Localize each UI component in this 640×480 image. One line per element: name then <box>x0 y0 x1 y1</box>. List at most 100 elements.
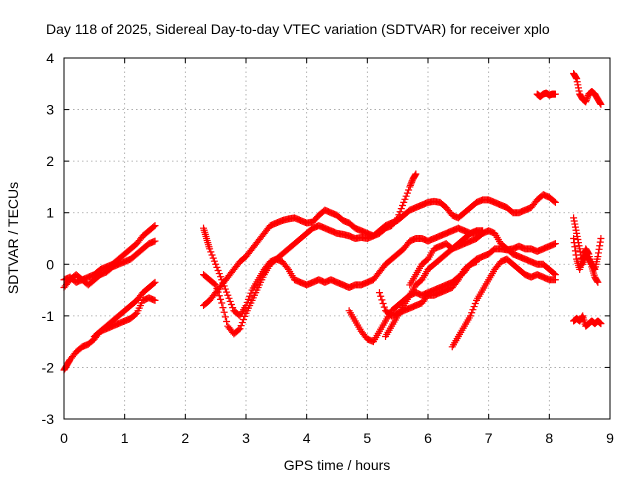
data-point <box>583 95 591 103</box>
data-point <box>403 189 411 197</box>
y-tick-label: -1 <box>42 308 55 324</box>
data-point <box>208 251 216 259</box>
data-point <box>406 183 414 191</box>
data-point <box>572 251 580 259</box>
data-point <box>573 229 581 237</box>
data-point <box>597 235 605 242</box>
data-point <box>151 278 159 286</box>
data-point <box>396 208 404 216</box>
data-point <box>597 320 605 328</box>
x-tick-label: 8 <box>545 430 553 446</box>
data-point <box>213 263 221 271</box>
data-point <box>213 285 221 293</box>
series-arc-d <box>90 294 159 340</box>
data-point <box>377 292 385 300</box>
data-point <box>400 198 408 206</box>
data-point <box>453 277 461 285</box>
data-point <box>399 201 407 209</box>
data-point <box>466 312 474 320</box>
data-point <box>571 243 579 251</box>
data-point <box>223 288 231 296</box>
series-arc-k <box>448 255 559 351</box>
series-arc-b <box>60 237 159 289</box>
data-point <box>468 309 476 317</box>
x-tick-label: 5 <box>363 430 371 446</box>
data-marks <box>60 69 605 374</box>
x-tick-label: 2 <box>181 430 189 446</box>
data-point <box>573 78 581 86</box>
data-point <box>575 87 583 95</box>
series-arc-p <box>570 235 602 286</box>
x-tick-label: 6 <box>424 430 432 446</box>
data-point <box>570 239 578 247</box>
data-point <box>215 292 223 300</box>
data-point <box>132 310 140 318</box>
data-point <box>236 325 244 333</box>
series-arc-g <box>200 191 559 338</box>
data-point <box>574 236 582 244</box>
data-point <box>206 245 214 253</box>
data-point <box>582 98 590 106</box>
data-point <box>408 178 416 186</box>
data-point <box>571 223 579 231</box>
data-point <box>151 222 159 230</box>
data-point <box>151 296 159 304</box>
data-point <box>570 217 578 225</box>
data-point <box>593 277 601 285</box>
data-point <box>596 99 604 107</box>
chart-title: Day 118 of 2025, Sidereal Day-to-day VTE… <box>46 21 550 37</box>
data-point <box>573 232 581 240</box>
data-point <box>572 74 580 82</box>
series-arc-m <box>533 89 559 101</box>
data-point <box>571 247 579 255</box>
data-point <box>479 227 487 235</box>
data-point <box>573 75 581 83</box>
data-point <box>224 291 232 299</box>
data-point <box>576 248 584 256</box>
data-point <box>151 237 159 245</box>
data-point <box>209 254 217 262</box>
data-point <box>246 292 254 300</box>
data-point <box>572 226 580 234</box>
data-point <box>570 235 578 242</box>
data-point <box>594 278 602 286</box>
data-point <box>473 258 481 266</box>
data-point <box>380 303 388 311</box>
data-point <box>241 312 249 320</box>
x-tick-label: 3 <box>242 430 250 446</box>
data-point <box>283 264 291 272</box>
y-tick-label: -3 <box>42 411 55 427</box>
grid-lines <box>64 58 610 419</box>
y-axis-label: SDTVAR / TECUs <box>5 182 21 294</box>
data-point <box>550 197 558 205</box>
data-point <box>218 299 226 307</box>
data-point <box>379 299 387 307</box>
data-point <box>378 296 386 304</box>
data-point <box>406 181 414 189</box>
x-tick-label: 7 <box>485 430 493 446</box>
x-tick-label: 1 <box>121 430 129 446</box>
data-point <box>150 223 158 231</box>
data-point <box>551 276 559 284</box>
data-point <box>407 180 415 188</box>
data-point <box>217 273 225 281</box>
data-point <box>405 186 413 194</box>
series-arc-j <box>406 227 487 289</box>
data-point <box>595 245 603 253</box>
data-point <box>551 198 559 206</box>
data-point <box>571 220 579 228</box>
data-point <box>150 279 158 287</box>
data-point <box>470 303 478 311</box>
data-point <box>210 257 218 265</box>
x-tick-label: 0 <box>60 430 68 446</box>
y-tick-label: 0 <box>46 256 54 272</box>
data-point <box>223 318 231 326</box>
data-point <box>227 301 235 309</box>
data-point <box>597 100 605 108</box>
data-point <box>469 306 477 314</box>
data-point <box>226 297 234 305</box>
series-arc-q <box>570 312 605 330</box>
data-point <box>584 93 592 101</box>
data-point <box>411 171 419 179</box>
x-axis-label: GPS time / hours <box>284 457 391 473</box>
